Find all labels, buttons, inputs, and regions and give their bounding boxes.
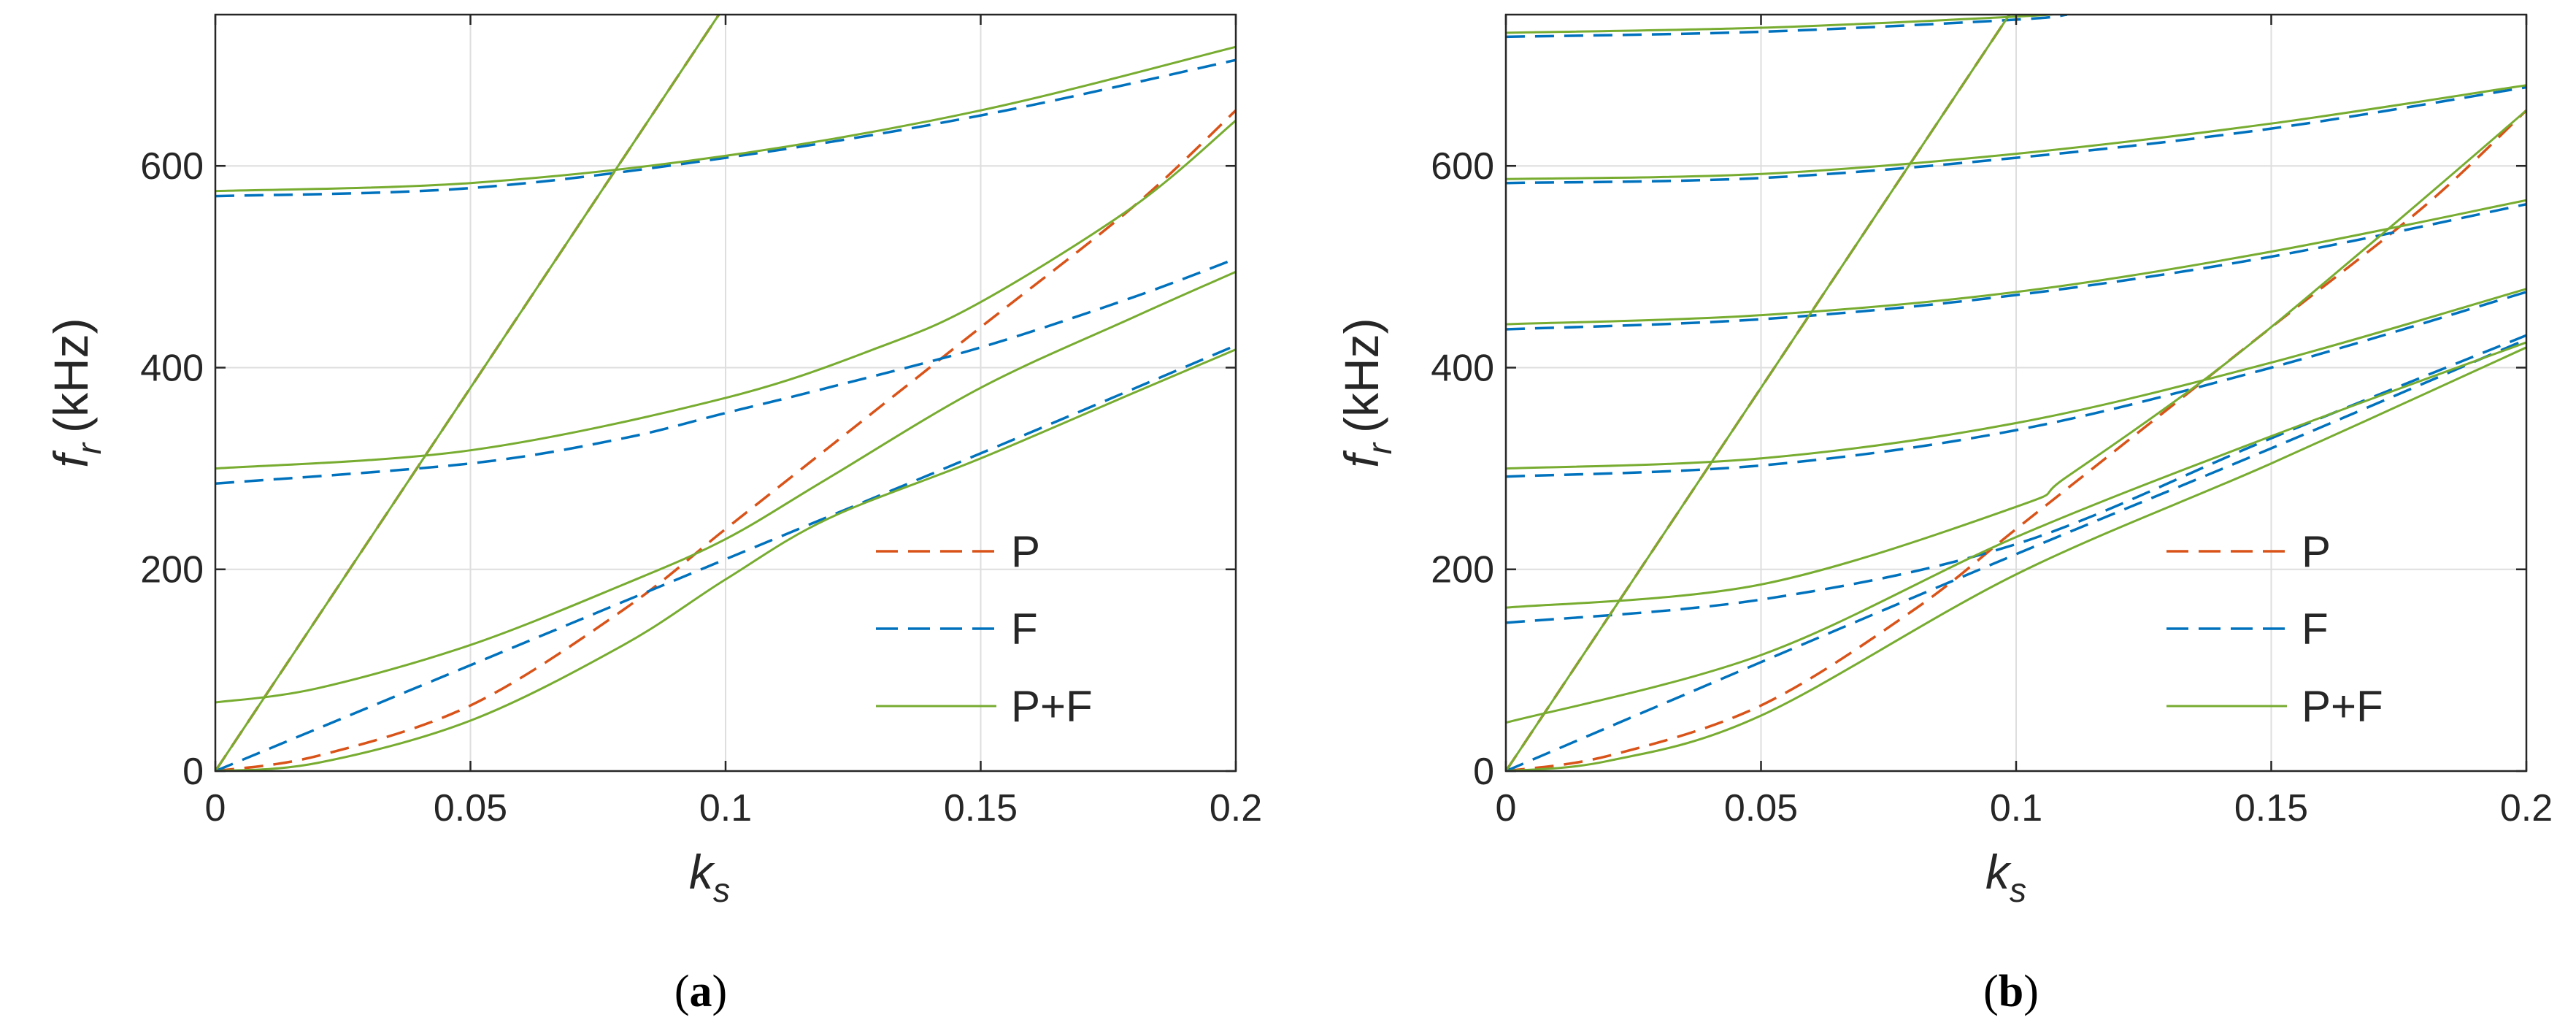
legend-label-f: F (1011, 605, 1038, 654)
series-p-plus-f-curve (215, 45, 1236, 193)
panel-label-b-open: ( (1983, 967, 1999, 1016)
y-tick-label: 600 (140, 145, 204, 188)
series-p-plus-f-curve (215, 15, 720, 771)
xlabel-a: ks (689, 845, 730, 909)
x-tick-label: 0 (205, 787, 226, 829)
y-tick-label: 600 (1431, 145, 1494, 188)
series-f-curve (1506, 15, 2068, 39)
y-tick-label: 400 (1431, 347, 1494, 389)
panel-label-b: (b) (1983, 967, 2039, 1016)
ticks-b (1504, 15, 2528, 773)
y-tick-label: 0 (182, 751, 204, 793)
xtick-labels-b: 0 0.05 0.1 0.15 0.2 (1496, 787, 2553, 829)
ylabel-b: fr(kHz) (1334, 318, 1399, 467)
series-f-curve (1506, 202, 2526, 331)
series-p-plus-f-curve (215, 270, 1236, 704)
curves-b (1506, 15, 2526, 771)
y-tick-label: 0 (1473, 751, 1494, 793)
x-tick-label: 0.05 (1724, 787, 1798, 829)
series-p-plus-f-curve (1506, 15, 2011, 771)
series-p-plus-f-curve (1506, 110, 2526, 609)
series-f-curve (1506, 338, 2526, 771)
panel-label-a-close: ) (712, 967, 728, 1016)
y-tick-label: 200 (1431, 549, 1494, 591)
ytick-labels-b: 0 200 400 600 (1431, 145, 1494, 793)
ticks-a (214, 15, 1237, 773)
legend-label-p-plus-f: P+F (2302, 682, 2383, 731)
series-p-plus-f-curve (1506, 199, 2526, 326)
xlabel-main-b: k (1985, 845, 2012, 899)
xlabel-sub-b: s (2010, 871, 2026, 909)
x-tick-label: 0.05 (434, 787, 507, 829)
legend-label-p: P (2302, 527, 2331, 576)
series-p-plus-f-curve (1506, 288, 2526, 470)
series-p-curve (215, 109, 1236, 771)
panel-label-a-letter: a (690, 967, 712, 1016)
x-tick-label: 0.15 (944, 787, 1018, 829)
series-p-plus-f-curve (1506, 341, 2526, 724)
panel-label-b-close: ) (2023, 967, 2039, 1016)
ylabel-units-a: (kHz) (44, 318, 98, 433)
legend-a: PF P+F (876, 527, 1093, 731)
panel-label-a-open: ( (674, 967, 690, 1016)
xlabel-main-a: k (689, 845, 715, 899)
ylabel-a: fr(kHz) (44, 318, 108, 467)
x-tick-label: 0 (1496, 787, 1517, 829)
y-tick-label: 200 (140, 549, 204, 591)
panel-label-a: (a) (674, 967, 727, 1016)
legend-label-p: P (1011, 527, 1040, 576)
series-p-plus-f-curve (1506, 84, 2526, 180)
legend-label-p-plus-f: P+F (1011, 682, 1093, 731)
series-p-plus-f-curve (215, 348, 1236, 771)
x-tick-label: 0.2 (1210, 787, 1262, 829)
xtick-labels-a: 0 0.05 0.1 0.15 0.2 (205, 787, 1263, 829)
y-tick-label: 400 (140, 347, 204, 389)
series-f-curve (1506, 85, 2526, 185)
panel-label-b-letter: b (1999, 967, 2023, 1016)
ylabel-sub-a: r (70, 442, 108, 454)
series-f-curve (215, 344, 1236, 771)
ytick-labels-a: 0 200 400 600 (140, 145, 204, 793)
legend-b: PF P+F (2166, 527, 2383, 731)
series-p-curve (1506, 109, 2526, 771)
series-f-curve (215, 58, 1236, 198)
x-tick-label: 0.1 (1990, 787, 2042, 829)
grid-b (1506, 15, 2526, 771)
grid-a (215, 15, 1236, 771)
x-tick-label: 0.15 (2234, 787, 2308, 829)
x-tick-label: 0.1 (699, 787, 752, 829)
ylabel-units-b: (kHz) (1334, 318, 1388, 433)
curves-a (215, 15, 1236, 771)
legend-label-f: F (2302, 605, 2329, 654)
series-f-curve (1506, 291, 2526, 478)
series-f-curve (215, 257, 1236, 486)
xlabel-sub-a: s (713, 871, 730, 909)
xlabel-b: ks (1985, 845, 2026, 909)
series-p-plus-f-curve (215, 119, 1236, 470)
series-p-plus-f-curve (1506, 346, 2526, 771)
ylabel-sub-b: r (1361, 442, 1399, 454)
x-tick-label: 0.2 (2500, 787, 2553, 829)
